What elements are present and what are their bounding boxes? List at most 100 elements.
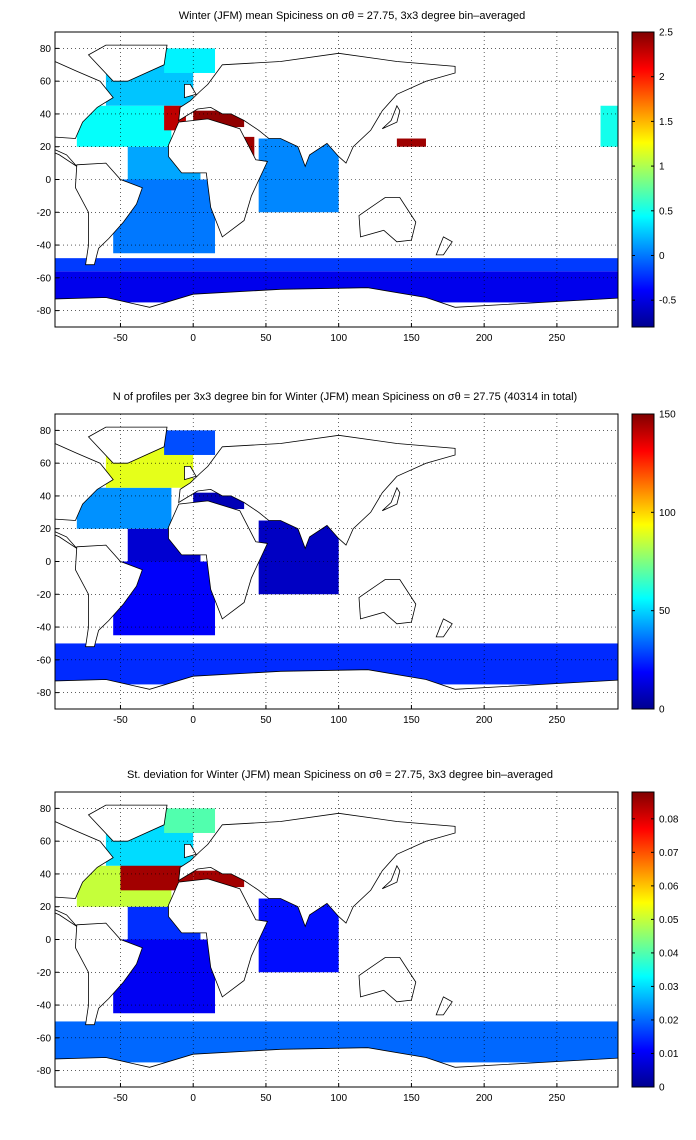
y-tick-label: -40 xyxy=(37,623,52,634)
continent-antarctica xyxy=(55,1047,618,1087)
island-japan xyxy=(382,864,401,890)
y-tick-label: 60 xyxy=(40,459,52,470)
colorbar-tick-label: 0 xyxy=(659,705,665,716)
y-tick-label: -60 xyxy=(37,655,52,666)
y-tick-label: 60 xyxy=(40,837,52,848)
x-tick-label: 250 xyxy=(549,333,566,344)
y-tick-label: -20 xyxy=(37,968,52,979)
y-tick-label: 60 xyxy=(40,77,52,88)
y-tick-label: 20 xyxy=(40,142,52,153)
x-tick-label: 50 xyxy=(260,1093,272,1104)
colorbar-tick-label: 0.01 xyxy=(659,1049,679,1060)
colorbar-ticks: 0 0.01 0.02 0.03 0.04 0.05 0.06 0.07 0.08 xyxy=(632,814,679,1094)
panel-std-deviation: St. deviation for Winter (JFM) mean Spic… xyxy=(37,769,679,1104)
panel-profile-count: N of profiles per 3x3 degree bin for Win… xyxy=(37,391,677,726)
y-tick-label: -20 xyxy=(37,590,52,601)
y-tick-label: -60 xyxy=(37,1033,52,1044)
continent-north-america xyxy=(55,61,114,167)
colorbar xyxy=(631,791,655,1088)
panel-mean-spiciness: Winter (JFM) mean Spiciness on σθ = 27.7… xyxy=(37,10,677,344)
map-plot-area xyxy=(55,792,618,1087)
x-tick-label: 250 xyxy=(549,715,566,726)
x-tick-label: 200 xyxy=(476,1093,493,1104)
y-tick-label: 80 xyxy=(40,804,52,815)
x-tick-label: 50 xyxy=(260,715,272,726)
y-tick-label: 20 xyxy=(40,902,52,913)
island-uk xyxy=(184,844,197,859)
y-tick-label: -20 xyxy=(37,208,52,219)
x-tick-label: 100 xyxy=(330,1093,347,1104)
colorbar xyxy=(631,413,655,710)
x-tick-label: 200 xyxy=(476,333,493,344)
y-tick-label: 0 xyxy=(45,175,51,186)
colorbar-tick-label: 0.05 xyxy=(659,915,679,926)
continent-south-america xyxy=(74,162,143,266)
colorbar xyxy=(631,31,655,328)
x-tick-label: 150 xyxy=(403,1093,420,1104)
y-tick-label: 40 xyxy=(40,869,52,880)
island-new-zealand xyxy=(435,236,453,256)
colorbar-tick-label: 0.08 xyxy=(659,814,679,825)
colorbar-ticks: 0 50 100 150 xyxy=(632,410,676,716)
colorbar-tick-label: 0.5 xyxy=(659,206,673,217)
colorbar-tick-label: 1.5 xyxy=(659,117,673,128)
colorbar-ticks: -0.5 0 0.5 1 1.5 2 2.5 xyxy=(632,28,677,307)
x-tick-label: 150 xyxy=(403,333,420,344)
island-new-zealand xyxy=(435,996,453,1016)
heatmap-region xyxy=(164,430,216,455)
x-tick-label: 0 xyxy=(190,1093,196,1104)
x-tick-label: -50 xyxy=(113,715,128,726)
y-tick-label: 80 xyxy=(40,426,52,437)
x-tick-label: -50 xyxy=(113,333,128,344)
x-tick-label: 100 xyxy=(330,715,347,726)
colorbar-tick-label: 0.02 xyxy=(659,1015,679,1026)
continent-north-america xyxy=(55,443,114,549)
heatmap-region xyxy=(164,808,216,833)
island-japan xyxy=(382,104,401,130)
colorbar-tick-label: 0.03 xyxy=(659,982,679,993)
y-tick-label: 40 xyxy=(40,491,52,502)
x-tick-label: 250 xyxy=(549,1093,566,1104)
heatmap-region xyxy=(258,520,339,595)
panel-title: Winter (JFM) mean Spiciness on σθ = 27.7… xyxy=(179,10,525,22)
continent-australia xyxy=(358,197,417,243)
x-tick-label: 0 xyxy=(190,715,196,726)
x-tick-label: 50 xyxy=(260,333,272,344)
y-tick-label: 80 xyxy=(40,44,52,55)
heatmap-region xyxy=(164,48,216,73)
colorbar-tick-label: 100 xyxy=(659,508,676,519)
map-plot-area xyxy=(55,32,618,327)
island-new-zealand xyxy=(435,618,453,638)
continent-north-america xyxy=(55,821,114,927)
y-tick-label: 40 xyxy=(40,109,52,120)
colorbar-tick-label: 0 xyxy=(659,1083,665,1094)
colorbar-tick-label: 2 xyxy=(659,72,665,83)
colorbar-tick-label: 0.07 xyxy=(659,848,679,859)
continent-south-america xyxy=(74,544,143,648)
island-uk xyxy=(184,84,197,99)
colorbar-tick-label: 1 xyxy=(659,162,665,173)
colorbar-tick-label: 2.5 xyxy=(659,28,673,39)
heatmap-region xyxy=(258,898,339,973)
x-tick-label: 0 xyxy=(190,333,196,344)
heatmap-region xyxy=(600,105,618,147)
y-tick-label: -80 xyxy=(37,688,52,699)
y-tick-label: -60 xyxy=(37,273,52,284)
continent-eurasia xyxy=(178,52,456,168)
y-tick-label: -80 xyxy=(37,306,52,317)
continent-south-america xyxy=(74,922,143,1026)
y-tick-label: -40 xyxy=(37,1001,52,1012)
colorbar-tick-label: 50 xyxy=(659,606,671,617)
colorbar-tick-label: 0.04 xyxy=(659,948,679,959)
continent-antarctica xyxy=(55,287,618,327)
colorbar-tick-label: 150 xyxy=(659,410,676,421)
y-tick-label: -40 xyxy=(37,241,52,252)
panel-title: N of profiles per 3x3 degree bin for Win… xyxy=(113,391,577,403)
colorbar-tick-label: 0 xyxy=(659,251,665,262)
map-plot-area xyxy=(55,414,618,709)
island-japan xyxy=(382,486,401,512)
continent-eurasia xyxy=(178,812,456,928)
continent-antarctica xyxy=(55,669,618,709)
colorbar-tick-label: 0.06 xyxy=(659,881,679,892)
continent-eurasia xyxy=(178,434,456,550)
